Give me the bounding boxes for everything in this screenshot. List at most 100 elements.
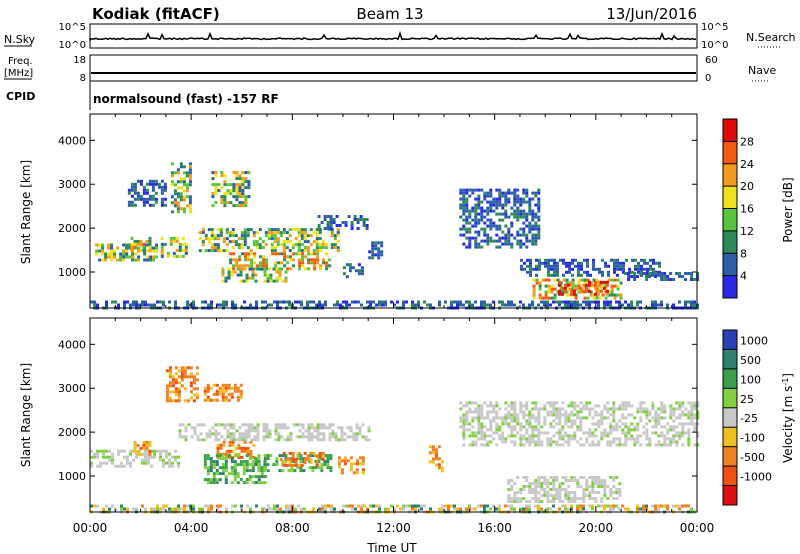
power-colorbar-tick: 4 <box>740 270 747 283</box>
power-region <box>557 280 609 296</box>
power-region <box>368 241 384 260</box>
velocity-colorbar-swatch <box>723 446 737 467</box>
velocity-colorbar-swatch <box>723 427 737 447</box>
velocity-colorbar-swatch <box>723 466 737 486</box>
y-tick-label: 2000 <box>58 426 86 439</box>
power-panel: 1000 2000 3000 4000 Slant Range [km] <box>19 113 700 310</box>
x-tick-label: 20:00 <box>579 521 614 535</box>
velocity-colorbar-tick: 25 <box>740 393 754 406</box>
power-region <box>160 236 188 258</box>
velocity-colorbar-tick: -500 <box>740 451 765 464</box>
velocity-colorbar-tick: -1000 <box>740 471 772 484</box>
power-colorbar-swatch <box>723 119 737 142</box>
velocity-colorbar-label: Velocity [m s-1] <box>781 373 796 463</box>
power-colorbar-swatch <box>723 275 737 298</box>
power-colorbar-swatch <box>723 230 737 254</box>
power-region <box>211 171 251 208</box>
velocity-colorbar-swatch <box>723 330 737 350</box>
freq-tick-top: 18 <box>73 55 86 66</box>
date-title: 13/Jun/2016 <box>606 5 697 23</box>
velocity-colorbar-tick: -100 <box>740 432 765 445</box>
freq-tick-bottom: 8 <box>80 73 86 84</box>
velocity-region <box>507 476 622 503</box>
nave-tick-top: 60 <box>705 55 718 66</box>
power-region <box>317 215 369 230</box>
nsky-tick-bottom: 10^0 <box>59 40 86 51</box>
velocity-region <box>203 383 243 402</box>
y-tick-label: 3000 <box>58 178 86 191</box>
power-region <box>229 252 332 271</box>
y-tick-label: 3000 <box>58 382 86 395</box>
velocity-colorbar: 1000 500 100 25 -25 -100 -500 -1000 Velocity [m… <box>722 329 796 506</box>
power-colorbar-tick: 8 <box>740 247 747 260</box>
power-region <box>459 188 541 249</box>
y-tick-label: 2000 <box>58 222 86 235</box>
nsky-tick-top: 10^5 <box>59 22 86 33</box>
power-colorbar-tick: 28 <box>740 135 754 148</box>
velocity-colorbar-tick: 500 <box>740 354 761 367</box>
nave-tick-bottom: 0 <box>705 73 711 84</box>
velocity-colorbar-tick: 100 <box>740 373 761 386</box>
power-colorbar-tick: 16 <box>740 203 754 216</box>
power-region <box>624 272 700 281</box>
power-region <box>170 162 192 214</box>
velocity-colorbar-tick: -25 <box>740 412 758 425</box>
power-colorbar-tick: 20 <box>740 180 754 193</box>
x-tick-label: 16:00 <box>477 521 512 535</box>
power-colorbar-tick: 24 <box>740 158 754 171</box>
power-yticks: 1000 2000 3000 4000 <box>58 134 697 279</box>
power-region <box>127 179 167 207</box>
velocity-colorbar-swatch <box>723 368 737 389</box>
power-region <box>520 258 661 277</box>
velocity-ylabel: Slant Range [km] <box>19 363 33 467</box>
freq-unit: [MHz] <box>4 68 33 79</box>
x-tick-label: 12:00 <box>376 521 411 535</box>
y-tick-label: 4000 <box>58 338 86 351</box>
velocity-region <box>178 423 371 442</box>
nsearch-label: N.Search <box>746 31 796 44</box>
power-colorbar-swatch <box>723 186 737 209</box>
velocity-region <box>279 451 325 467</box>
x-axis-label: Time UT <box>366 541 417 554</box>
velocity-region <box>428 445 444 473</box>
velocity-colorbar-tick: 1000 <box>740 334 768 347</box>
x-axis: 00:00 04:00 08:00 12:00 16:00 20:00 00:00 <box>73 114 714 535</box>
power-data <box>90 162 700 310</box>
beam-title: Beam 13 <box>356 5 423 23</box>
velocity-region <box>165 366 199 403</box>
power-ylabel: Slant Range [km] <box>19 160 33 264</box>
velocity-region <box>90 449 180 468</box>
velocity-colorbar-swatch <box>723 485 737 505</box>
power-colorbar-swatch <box>723 163 737 187</box>
cpid-text: normalsound (fast) -157 RF <box>93 92 279 106</box>
power-colorbar-swatch <box>723 253 737 276</box>
velocity-yticks: 1000 2000 3000 4000 <box>58 338 697 483</box>
y-tick-label: 1000 <box>58 266 86 279</box>
velocity-colorbar-swatch <box>723 349 737 369</box>
velocity-colorbar-swatch <box>723 407 737 428</box>
nsky-label: N.Sky <box>4 33 36 46</box>
power-region <box>342 263 364 279</box>
y-tick-label: 4000 <box>58 134 86 147</box>
nsky-trace <box>89 30 697 41</box>
cpid-label: CPID <box>6 90 35 103</box>
power-region <box>198 228 340 253</box>
station-title: Kodiak (fitACF) <box>92 5 220 23</box>
power-region <box>130 236 152 252</box>
x-tick-label: 04:00 <box>174 521 209 535</box>
nsky-panel: N.Sky 10^5 10^0 10^5 10^0 N.Search <box>4 22 796 51</box>
x-tick-label: 08:00 <box>275 521 310 535</box>
freq-panel: Freq. [MHz] 18 8 60 0 Nave <box>4 54 776 84</box>
power-region <box>221 267 288 283</box>
nsearch-tick-bottom: 10^0 <box>701 40 728 51</box>
x-tick-label: 00:00 <box>73 521 108 535</box>
power-colorbar-tick: 12 <box>740 225 754 238</box>
freq-label: Freq. <box>8 56 33 67</box>
velocity-colorbar-swatch <box>723 388 737 408</box>
cpid-panel: CPID normalsound (fast) -157 RF <box>6 81 279 110</box>
velocity-region <box>337 456 365 475</box>
nave-label: Nave <box>748 64 776 77</box>
power-colorbar: 4 8 12 16 20 24 28 Power [dB] <box>722 118 795 299</box>
velocity-region <box>459 401 700 447</box>
